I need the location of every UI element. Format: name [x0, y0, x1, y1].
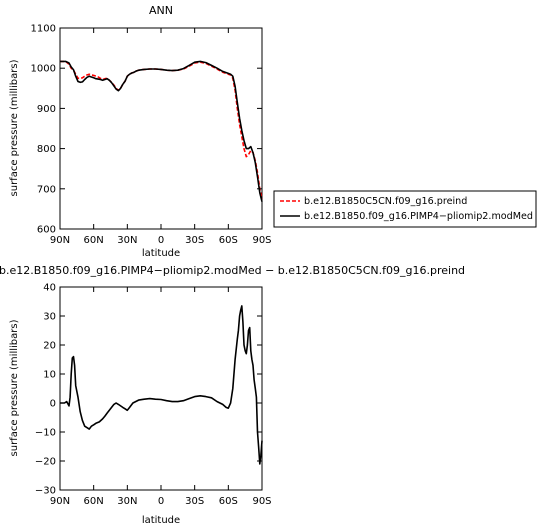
- bottom-x-axis-label: latitude: [142, 515, 180, 526]
- bottom-y-tick-label: −20: [35, 457, 56, 468]
- bottom-x-tick-label: 90S: [252, 496, 271, 507]
- legend-label-modmed: b.e12.B1850.f09_g16.PIMP4−pliomip2.modMe…: [304, 211, 533, 222]
- bottom-y-tick-label: 0: [50, 399, 56, 410]
- top-x-tick-label: 90N: [50, 235, 70, 246]
- bottom-x-tick-label: 90N: [50, 496, 70, 507]
- top-plot-frame: [59, 27, 263, 230]
- legend: b.e12.B1850C5CN.f09_g16.preind b.e12.B18…: [273, 190, 537, 228]
- bottom-y-tick-label: −30: [35, 486, 56, 497]
- top-x-axis-label: latitude: [142, 248, 180, 259]
- bottom-x-tick-label: 60N: [84, 496, 104, 507]
- top-y-tick-label: 1100: [31, 24, 56, 35]
- bottom-y-axis-label: surface pressure (millibars): [9, 319, 20, 456]
- bottom-series-layer: [60, 305, 263, 465]
- top-x-tick-label: 90S: [252, 235, 271, 246]
- bottom-x-tick-label: 30N: [117, 496, 137, 507]
- top-y-tick-label: 800: [37, 144, 56, 155]
- top-x-tick-layer: 90N 60N 30N 0 30S 60S 90S: [50, 28, 272, 246]
- top-series-line-2: [60, 60, 263, 202]
- bottom-panel-title: b.e12.B1850.f09_g16.PIMP4−pliomip2.modMe…: [0, 264, 465, 277]
- bottom-y-tick-label: −10: [35, 428, 56, 439]
- bottom-x-tick-label: 60S: [219, 496, 238, 507]
- top-x-tick-label: 60N: [84, 235, 104, 246]
- bottom-x-tick-layer: 90N 60N 30N 0 30S 60S 90S: [50, 287, 272, 507]
- top-x-tick-label: 30S: [185, 235, 204, 246]
- top-panel-title: ANN: [149, 4, 173, 17]
- top-y-axis-label: surface pressure (millibars): [9, 59, 20, 196]
- bottom-x-tick-label: 0: [158, 496, 164, 507]
- top-x-tick-label: 60S: [219, 235, 238, 246]
- legend-label-preind: b.e12.B1850C5CN.f09_g16.preind: [304, 196, 467, 207]
- bottom-y-tick-layer: −30 −20 −10 0 10 20 30 40: [35, 283, 262, 497]
- bottom-plot-frame: [59, 286, 263, 491]
- legend-box: [273, 190, 537, 228]
- top-y-tick-layer: 600 700 800 900 1000 1100: [31, 24, 262, 236]
- bottom-y-tick-label: 20: [43, 341, 56, 352]
- top-x-tick-label: 30N: [117, 235, 137, 246]
- top-y-tick-label: 900: [37, 104, 56, 115]
- top-y-tick-label: 600: [37, 225, 56, 236]
- top-series-layer: [60, 60, 263, 202]
- top-y-tick-label: 1000: [31, 64, 56, 75]
- top-series-line-1: [60, 60, 263, 199]
- bottom-y-tick-label: 10: [43, 370, 56, 381]
- top-y-tick-label: 700: [37, 184, 56, 195]
- bottom-x-tick-label: 30S: [185, 496, 204, 507]
- top-x-tick-label: 0: [158, 235, 164, 246]
- bottom-series-line-1: [60, 305, 263, 465]
- bottom-y-tick-label: 30: [43, 312, 56, 323]
- bottom-y-tick-label: 40: [43, 283, 56, 294]
- bottom-panel: b.e12.B1850.f09_g16.PIMP4−pliomip2.modMe…: [0, 264, 465, 526]
